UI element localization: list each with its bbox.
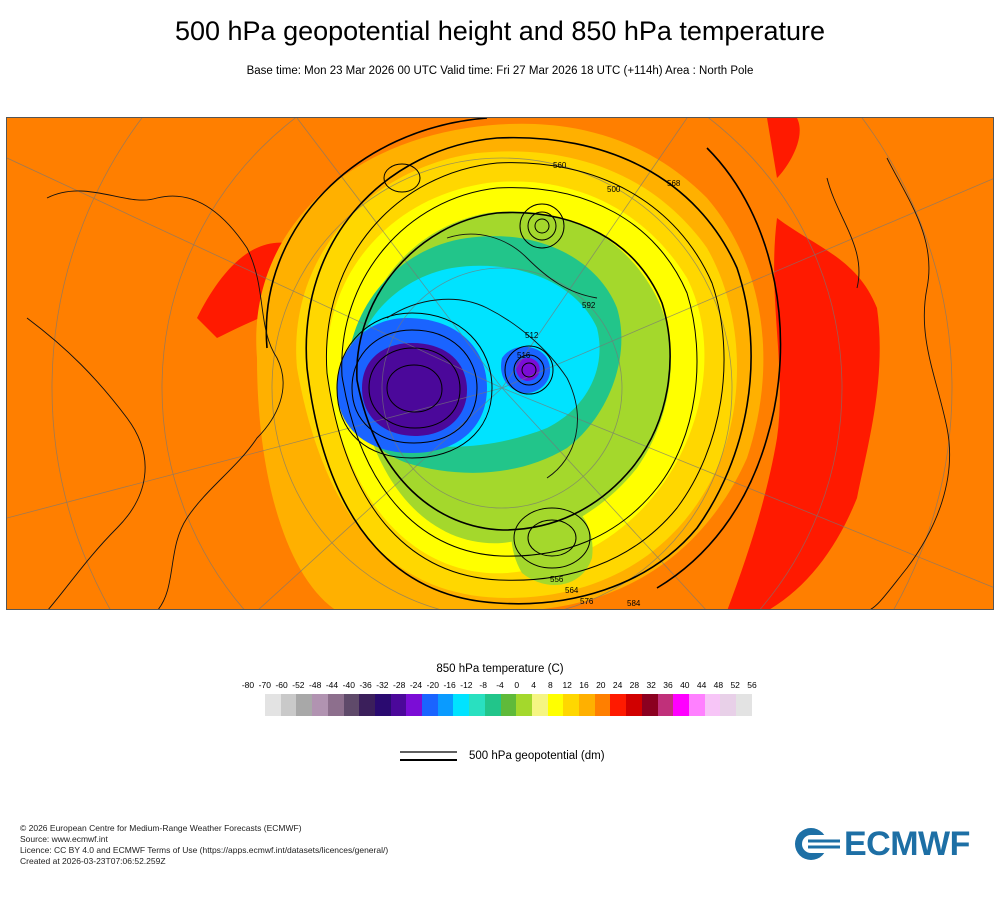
color-swatch [343, 694, 360, 716]
footer-line: Created at 2026-03-23T07:06:52.259Z [20, 856, 166, 866]
legend-tick-label: 16 [579, 680, 589, 690]
contour-label: 556 [550, 575, 564, 584]
footer-credits: © 2026 European Centre for Medium-Range … [20, 823, 388, 867]
contour-label: 500 [607, 185, 621, 194]
color-swatch [390, 694, 407, 716]
legend-tick-label: 8 [548, 680, 553, 690]
legend-tick-label: 56 [747, 680, 757, 690]
legend-tick-label: -80 [241, 680, 255, 690]
contour-label: 592 [582, 301, 596, 310]
chart-subtitle: Base time: Mon 23 Mar 2026 00 UTC Valid … [246, 65, 754, 77]
color-swatch [500, 694, 517, 716]
legend-tick-label: -36 [359, 680, 372, 690]
footer-line: © 2026 European Centre for Medium-Range … [20, 823, 302, 833]
legend-tick-label: -28 [393, 680, 406, 690]
contour-value-labels: 560 500 568 512 516 592 576 584 564 556 [517, 161, 681, 608]
color-swatch [312, 694, 328, 716]
color-swatch [453, 694, 470, 716]
color-swatch [704, 694, 721, 716]
color-swatch [563, 694, 580, 716]
color-swatch [736, 694, 752, 716]
legend-tick-label: -20 [426, 680, 439, 690]
legend-tick-label: 36 [663, 680, 673, 690]
color-swatch [641, 694, 658, 716]
color-swatch [547, 694, 564, 716]
legend-tick-label: 0 [514, 680, 520, 690]
contour-label: 560 [553, 161, 567, 170]
legend-tick-label: 40 [680, 680, 690, 690]
legend-tick-label: -60 [275, 680, 288, 690]
legend-tick-labels: -80 -70 -60 -52 -48 -44 -40 -36 -32 -28 -24 -20 -16-… [238, 680, 758, 694]
color-swatch [531, 694, 548, 716]
color-swatch [280, 694, 297, 716]
legend-tick-label: -48 [309, 680, 322, 690]
contour-label: 584 [627, 599, 641, 608]
contour-label: 512 [525, 331, 539, 340]
ecmwf-logo: ECMWF [794, 824, 970, 863]
color-swatch [610, 694, 627, 716]
legend-tick-label: -40 [342, 680, 355, 690]
color-swatch [469, 694, 485, 716]
footer-line: Source: www.ecmwf.int [20, 834, 108, 844]
contour-label: 576 [580, 597, 594, 606]
contour-label: 568 [667, 179, 681, 188]
legend-tick-label: 12 [562, 680, 572, 690]
legend-tick-label: -16 [443, 680, 456, 690]
color-swatch [688, 694, 705, 716]
legend-tick-label: 28 [629, 680, 640, 690]
chart-title: 500 hPa geopotential height and 850 hPa … [174, 16, 825, 46]
footer-line: Licence: CC BY 4.0 and ECMWF Terms of Us… [20, 845, 389, 855]
color-swatch [673, 694, 689, 716]
legend-tick-label: -44 [325, 680, 339, 690]
north-pole-map[interactable]: 560 500 568 512 516 592 576 584 564 556 [6, 117, 994, 610]
legend-tick-label: 24 [612, 680, 623, 690]
color-swatch [720, 694, 737, 716]
legend-tick-label: 48 [713, 680, 724, 690]
contour-label: 516 [517, 351, 531, 360]
geopotential-contours [265, 118, 782, 605]
legend-tick-label: 4 [531, 680, 536, 690]
legend-tick-label: -32 [376, 680, 389, 690]
geopotential-legend-label: 500 hPa geopotential (dm) [469, 750, 605, 762]
color-swatch [594, 694, 611, 716]
color-swatch [626, 694, 642, 716]
ecmwf-logo-icon [795, 828, 840, 860]
coastlines [26, 157, 951, 609]
color-swatch [296, 694, 313, 716]
legend-tick-label: 32 [646, 680, 656, 690]
legend-tick-label: 44 [696, 680, 707, 690]
color-swatch [406, 694, 423, 716]
legend-tick-label: 52 [730, 680, 740, 690]
legend-tick-label: -12 [460, 680, 473, 690]
color-swatch [579, 694, 595, 716]
temperature-color-bar [265, 694, 752, 716]
contour-label: 564 [565, 586, 579, 595]
legend-tick-label: 20 [596, 680, 606, 690]
legend-tick-label: -52 [292, 680, 305, 690]
legend-title: 850 hPa temperature (C) [436, 663, 564, 675]
color-swatch [359, 694, 375, 716]
legend-tick-label: -70 [258, 680, 271, 690]
color-swatch [516, 694, 532, 716]
color-swatch [327, 694, 344, 716]
color-swatch [374, 694, 391, 716]
geopotential-legend: 500 hPa geopotential (dm) [400, 748, 605, 764]
ecmwf-logo-text: ECMWF [844, 824, 970, 863]
color-swatch [484, 694, 501, 716]
color-swatch [265, 694, 281, 716]
double-line-icon [400, 751, 457, 761]
color-swatch [437, 694, 454, 716]
color-swatch [657, 694, 674, 716]
legend-tick-label: -8 [479, 680, 487, 690]
temperature-field [7, 118, 993, 609]
legend-tick-label: -24 [409, 680, 423, 690]
legend-tick-label: -4 [496, 680, 504, 690]
color-swatch [422, 694, 438, 716]
